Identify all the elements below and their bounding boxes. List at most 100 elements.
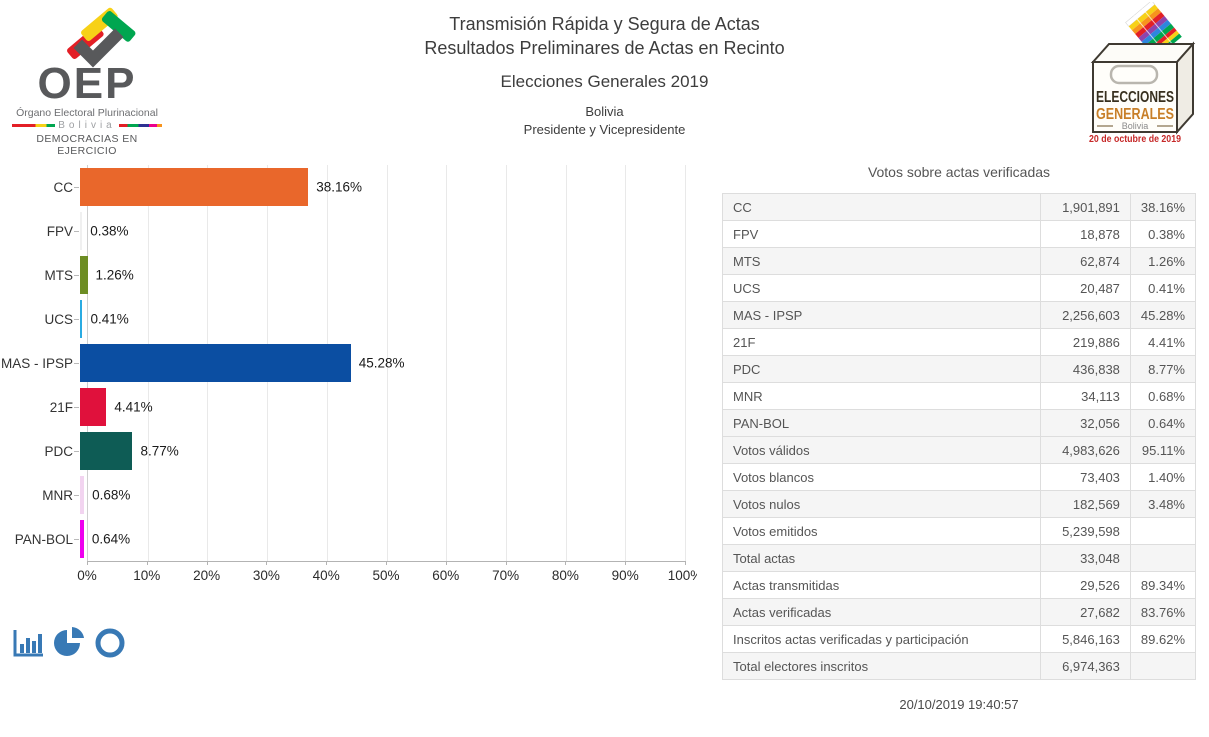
x-axis-tick-label: 50% — [372, 568, 400, 583]
x-axis-tick-label: 10% — [133, 568, 161, 583]
results-table: CC 1,901,891 38.16% FPV 18,878 0.38% MTS 62,874… — [722, 193, 1197, 680]
page-title-line1: Transmisión Rápida y Segura de Actas — [449, 14, 760, 34]
donut-chart-icon — [95, 628, 125, 658]
x-axis-tick-label: 70% — [492, 568, 520, 583]
oep-country-label: Bolivia — [58, 120, 116, 131]
bar-row: UCS 0.41% — [0, 297, 685, 341]
table-row: Votos blancos 73,403 1.40% — [722, 463, 1197, 491]
pie-chart-button[interactable] — [51, 624, 87, 663]
table-row: Total electores inscritos 6,974,363 — [722, 652, 1197, 680]
bar-track: 4.41% — [80, 388, 678, 426]
rainbow-stripe-right — [118, 124, 162, 127]
bar-row: PDC 8.77% — [0, 429, 685, 473]
bar-chart-icon — [13, 630, 43, 657]
bar-row: MAS - IPSP 45.28% — [0, 341, 685, 385]
bar-row: FPV 0.38% — [0, 209, 685, 253]
bar-category-label: PDC — [0, 444, 80, 459]
bar-track: 1.26% — [80, 256, 678, 294]
x-axis-tick-label: 60% — [432, 568, 460, 583]
bar — [80, 388, 107, 426]
eg-line3: Bolivia — [1122, 121, 1149, 131]
bar-category-label: MNR — [0, 488, 80, 503]
bar-row: 21F 4.41% — [0, 385, 685, 429]
table-row: Votos nulos 182,569 3.48% — [722, 490, 1197, 518]
bar-track: 0.68% — [80, 476, 678, 514]
donut-chart-button[interactable] — [92, 624, 128, 663]
table-row: Inscritos actas verificadas y participac… — [722, 625, 1197, 653]
bar-track: 0.41% — [80, 300, 678, 338]
table-row: MTS 62,874 1.26% — [722, 247, 1197, 275]
pie-chart-icon — [54, 627, 84, 656]
bar-row: PAN-BOL 0.64% — [0, 517, 685, 561]
bar-row: MNR 0.68% — [0, 473, 685, 517]
bar-category-label: MTS — [0, 268, 80, 283]
bar — [80, 300, 83, 338]
bar-category-label: MAS - IPSP — [0, 356, 80, 371]
bar-value-label: 0.64% — [91, 531, 131, 547]
table-row: Actas transmitidas 29,526 89.34% — [722, 571, 1197, 599]
elecciones-generales-logo: ELECCIONES GENERALES Bolivia 20 de octub… — [1077, 0, 1201, 153]
page-title-line2: Resultados Preliminares de Actas en Reci… — [424, 38, 785, 58]
bar-track: 8.77% — [80, 432, 678, 470]
results-bar-chart: CC 38.16% FPV 0.38% MTS 1.26% UCS 0.41% MAS - IP… — [0, 158, 697, 678]
report-timestamp: 20/10/2019 19:40:57 — [899, 697, 1019, 712]
bar-value-label: 1.26% — [95, 267, 134, 283]
bar-value-label: 38.16% — [316, 179, 362, 195]
bar-category-label: 21F — [0, 400, 80, 415]
chart-type-toolbar — [12, 624, 128, 663]
bar-track: 0.38% — [80, 212, 678, 250]
bar-value-label: 45.28% — [358, 355, 405, 371]
bar-category-label: FPV — [0, 224, 80, 239]
x-axis-tick-label: 20% — [193, 568, 221, 583]
bar-category-label: PAN-BOL — [0, 532, 80, 547]
table-row: UCS 20,487 0.41% — [722, 274, 1197, 302]
table-row: Votos emitidos 5,239,598 — [722, 517, 1197, 545]
table-title: Votos sobre actas verificadas — [867, 164, 1051, 180]
bar-track: 38.16% — [80, 168, 678, 206]
bar — [80, 476, 85, 514]
race-label: Presidente y Vicepresidente — [523, 122, 686, 137]
bar-row: CC 38.16% — [0, 165, 685, 209]
oep-logo: OEP Órgano Electoral Plurinacional Boliv… — [12, 6, 162, 157]
eg-line1: ELECCIONES — [1096, 89, 1174, 106]
x-axis-tick-label: 30% — [252, 568, 280, 583]
eg-line4: 20 de octubre de 2019 — [1089, 134, 1181, 145]
table-row: MAS - IPSP 2,256,603 45.28% — [722, 301, 1197, 329]
x-axis-tick-label: 0% — [77, 568, 97, 583]
x-axis-tick-label: 90% — [611, 568, 639, 583]
page-header: OEP Órgano Electoral Plurinacional Boliv… — [0, 0, 1209, 157]
bar-chart-button[interactable] — [12, 628, 46, 663]
bar — [80, 520, 84, 558]
table-row: CC 1,901,891 38.16% — [722, 193, 1197, 221]
results-table-panel: Votos sobre actas verificadas CC 1,901,89… — [722, 164, 1197, 712]
x-axis-tick-label: 100% — [667, 568, 697, 583]
oep-org-name: Órgano Electoral Plurinacional — [16, 107, 158, 119]
bar — [80, 212, 83, 250]
ballot-box-icon: ELECCIONES GENERALES Bolivia 20 de octub… — [1089, 0, 1196, 145]
x-axis: 0% 10% 20% 30% 40% 50% 60% 70% 80% 90% 100% — [77, 561, 697, 589]
x-axis-tick-label: 80% — [551, 568, 579, 583]
oep-motto: DEMOCRACIAS EN EJERCICIO — [36, 133, 138, 157]
bar-value-label: 8.77% — [140, 443, 179, 459]
bar-track: 45.28% — [80, 344, 678, 382]
bar-value-label: 0.68% — [92, 487, 131, 503]
oep-diamond-check-icon — [67, 7, 136, 68]
table-row: FPV 18,878 0.38% — [722, 220, 1197, 248]
table-row: Actas verificadas 27,682 83.76% — [722, 598, 1197, 626]
bar — [80, 256, 88, 294]
table-row: Votos válidos 4,983,626 95.11% — [722, 436, 1197, 464]
table-row: MNR 34,113 0.68% — [722, 382, 1197, 410]
bar-category-label: UCS — [0, 312, 80, 327]
country-label: Bolivia — [585, 104, 624, 119]
table-row: PAN-BOL 32,056 0.64% — [722, 409, 1197, 437]
chart-bars: CC 38.16% FPV 0.38% MTS 1.26% UCS 0.41% MAS - IP… — [0, 165, 685, 561]
oep-acronym: OEP — [37, 59, 137, 108]
table-row: Total actas 33,048 — [722, 544, 1197, 572]
bar-category-label: CC — [0, 180, 80, 195]
bar-value-label: 0.38% — [90, 223, 129, 239]
bar-value-label: 0.41% — [90, 311, 129, 327]
oep-bolivia-stripe: Bolivia — [12, 120, 162, 131]
bar-row: MTS 1.26% — [0, 253, 685, 297]
eg-line2: GENERALES — [1096, 106, 1174, 123]
